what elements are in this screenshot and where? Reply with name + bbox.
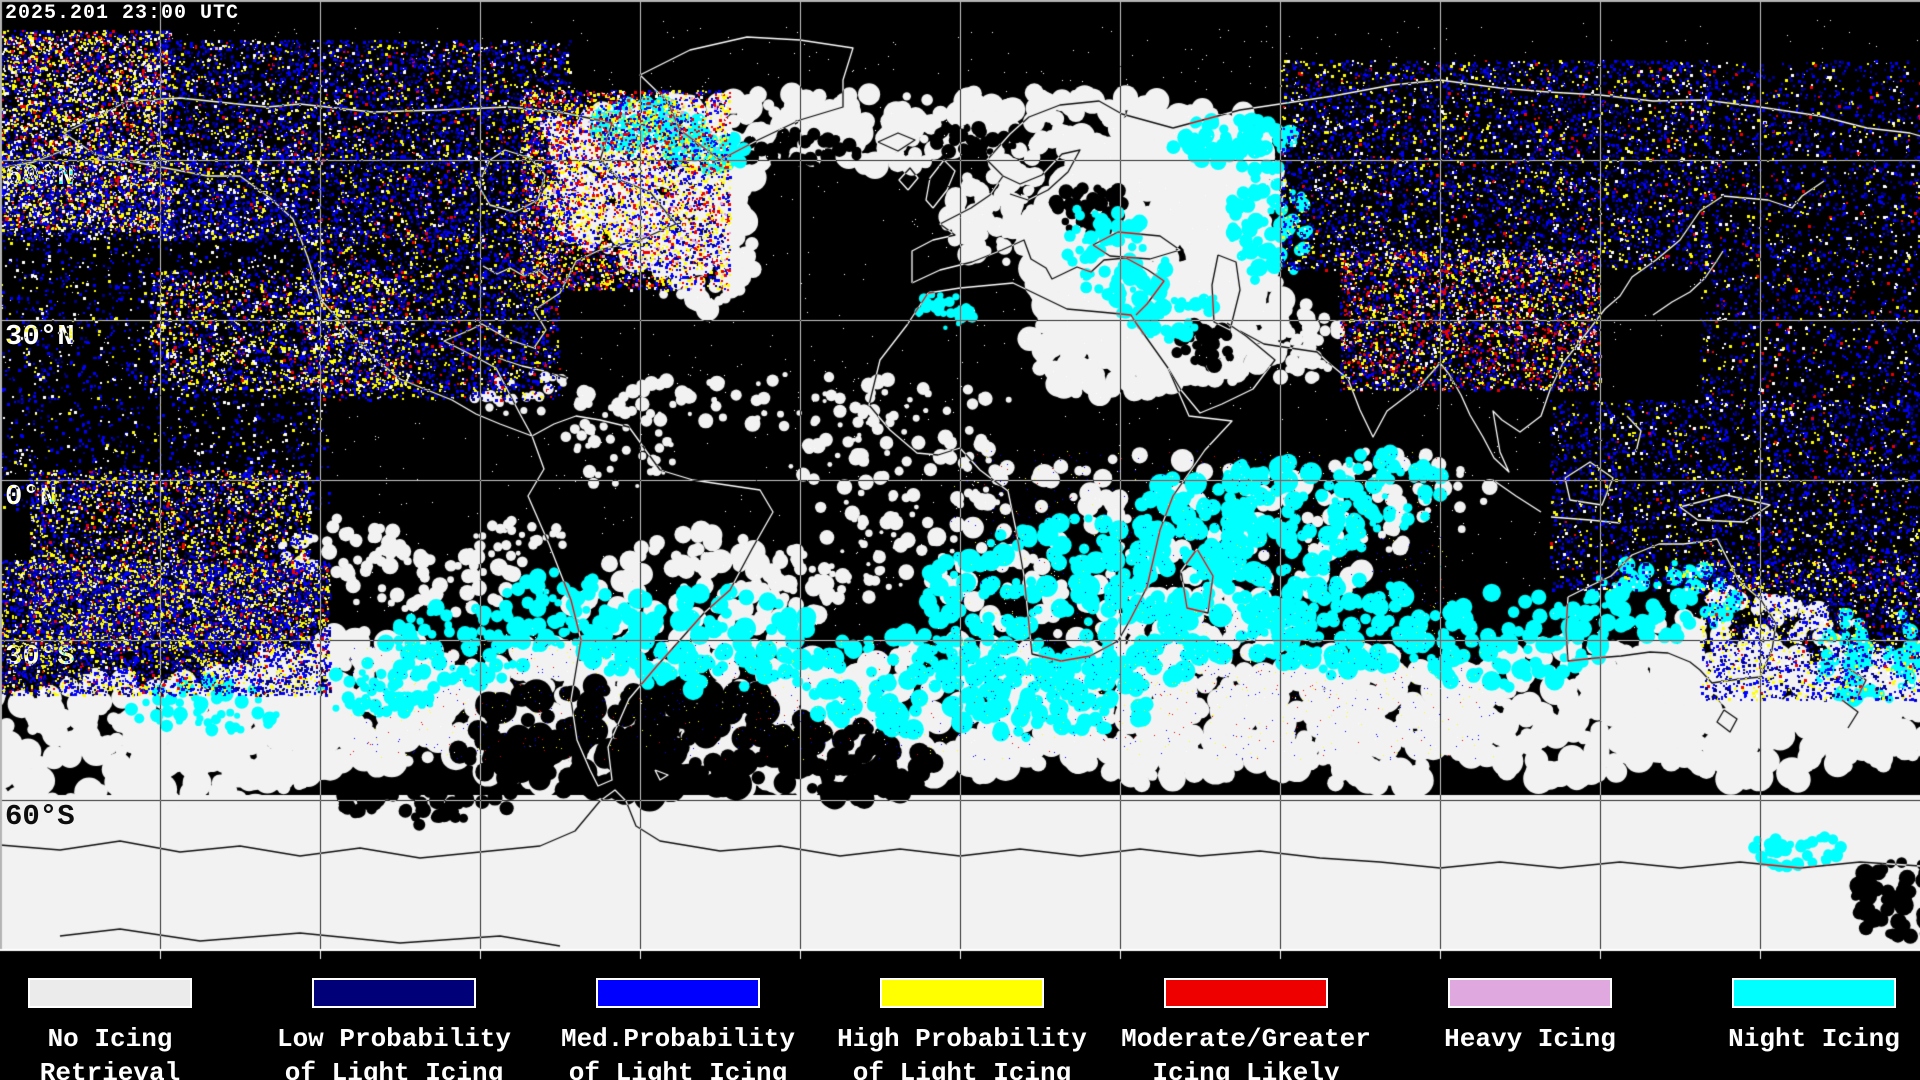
lat-label-2: 0°N <box>5 480 58 513</box>
lat-label-0: 60°N <box>5 160 75 193</box>
lat-label-4: 60°S <box>5 800 75 833</box>
timestamp-label: 2025.201 23:00 UTC <box>5 2 240 25</box>
lat-label-1: 30°N <box>5 320 75 353</box>
lat-label-3: 30°S <box>5 640 75 673</box>
